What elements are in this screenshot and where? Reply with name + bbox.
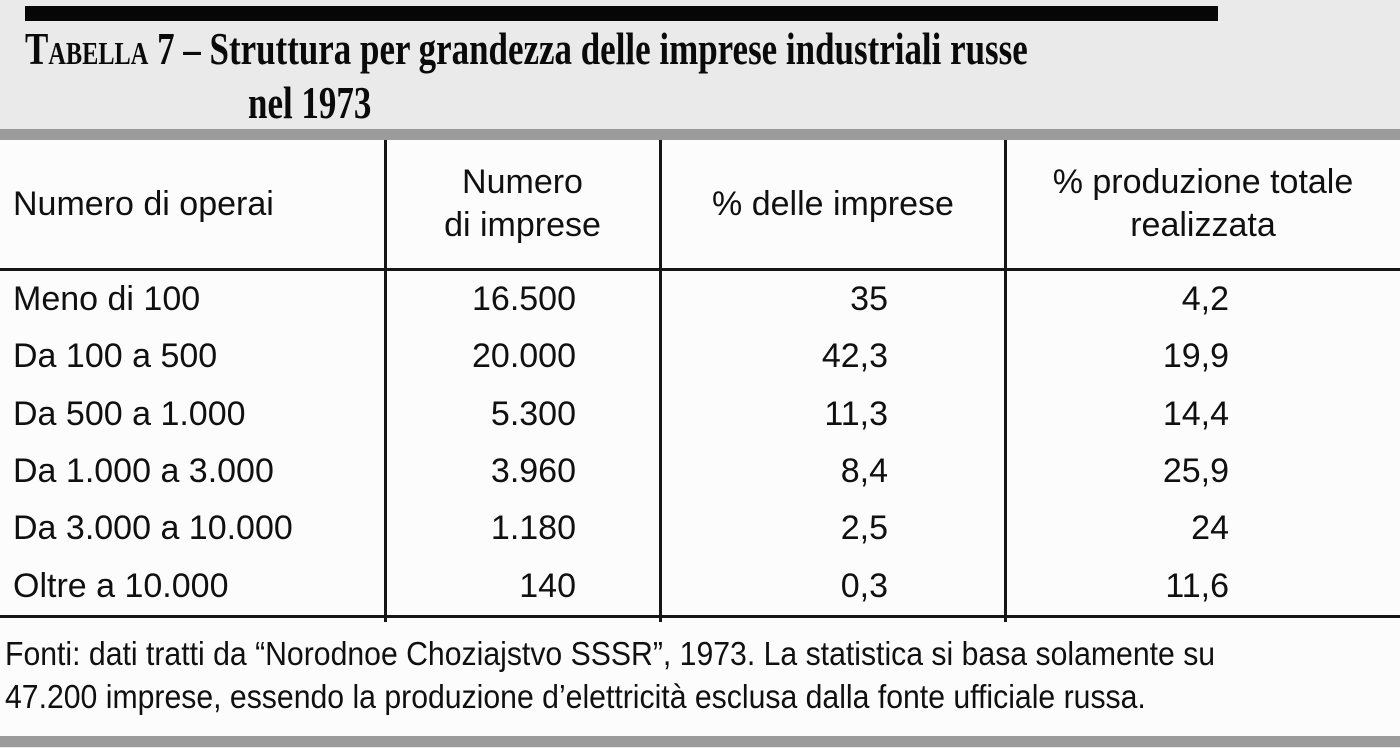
table-row: Oltre a 10.000 140 0,3 11,6	[0, 558, 1400, 615]
column-header-pct-produzione: % produzione totale realizzata	[1052, 163, 1354, 244]
table-header-row: Numero di operai Numero di imprese % del…	[0, 140, 1400, 268]
cell-pct-produzione: 4,2	[1181, 280, 1229, 319]
cell-pct-produzione: 14,4	[1162, 394, 1229, 433]
page-title-line2: nel 1973	[248, 77, 372, 128]
cell-numero-imprese: 140	[519, 566, 576, 605]
table-row: Meno di 100 16.500 35 4,2	[0, 271, 1400, 328]
source-footnote: Fonti: dati tratti da “Norodnoe Choziajs…	[5, 632, 1400, 718]
cell-operai: Da 100 a 500	[13, 337, 218, 376]
cell-pct-imprese: 8,4	[840, 452, 888, 491]
cell-operai: Meno di 100	[13, 280, 201, 319]
top-black-bar	[25, 6, 1218, 21]
table-row: Da 100 a 500 20.000 42,3 19,9	[0, 328, 1400, 385]
column-divider-3	[1004, 140, 1007, 622]
cell-pct-produzione: 24	[1191, 509, 1229, 548]
table-row: Da 500 a 1.000 5.300 11,3 14,4	[0, 386, 1400, 443]
cell-pct-produzione: 19,9	[1162, 337, 1229, 376]
cell-pct-imprese: 0,3	[840, 566, 888, 605]
cell-operai: Da 500 a 1.000	[13, 394, 246, 433]
cell-numero-imprese: 3.960	[490, 452, 576, 491]
table-number-label: Tabella	[25, 23, 149, 74]
table-panel: Numero di operai Numero di imprese % del…	[0, 140, 1400, 736]
cell-numero-imprese: 16.500	[472, 280, 576, 319]
cell-pct-produzione: 25,9	[1162, 452, 1229, 491]
cell-pct-imprese: 2,5	[840, 509, 888, 548]
cell-pct-imprese: 42,3	[821, 337, 888, 376]
cell-pct-imprese: 35	[850, 280, 888, 319]
page-title-text: 7 – Struttura per grandezza delle impres…	[148, 23, 1028, 74]
table-bottom-line	[0, 615, 1400, 618]
column-header-pct-imprese: % delle imprese	[712, 184, 954, 223]
column-header-numero-imprese: Numero di imprese	[444, 163, 601, 244]
column-header-operai: Numero di operai	[13, 184, 274, 223]
page-title: Tabella 7 – Struttura per grandezza dell…	[25, 22, 1344, 130]
table-row: Da 1.000 a 3.000 3.960 8,4 25,9	[0, 443, 1400, 500]
cell-operai: Oltre a 10.000	[13, 566, 229, 605]
source-footnote-line2: 47.200 imprese, essendo la produzione d’…	[5, 678, 1146, 715]
cell-pct-produzione: 11,6	[1165, 566, 1229, 605]
table-body: Meno di 100 16.500 35 4,2 Da 100 a 500 2…	[0, 271, 1400, 615]
column-divider-1	[384, 140, 387, 622]
cell-numero-imprese: 20.000	[472, 337, 576, 376]
cell-numero-imprese: 5.300	[490, 394, 576, 433]
top-gray-rule	[0, 129, 1400, 140]
source-footnote-line1: Fonti: dati tratti da “Norodnoe Choziajs…	[5, 635, 1216, 672]
cell-operai: Da 1.000 a 3.000	[13, 452, 274, 491]
page-title-line1: Tabella 7 – Struttura per grandezza dell…	[25, 22, 1028, 76]
cell-numero-imprese: 1.180	[490, 509, 576, 548]
cell-pct-imprese: 11,3	[824, 394, 888, 433]
header-underline	[0, 268, 1400, 271]
bottom-gray-rule	[0, 736, 1400, 747]
cell-operai: Da 3.000 a 10.000	[13, 509, 293, 548]
table-row: Da 3.000 a 10.000 1.180 2,5 24	[0, 500, 1400, 557]
column-divider-2	[659, 140, 662, 622]
